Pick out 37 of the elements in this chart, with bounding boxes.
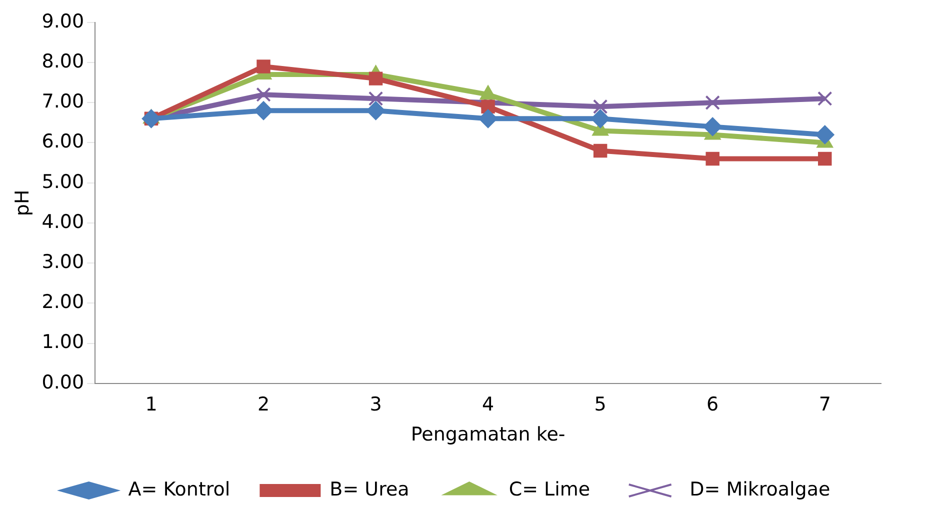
x-tick-label: 3 xyxy=(370,394,382,416)
x-tick-label: 5 xyxy=(594,394,606,416)
point xyxy=(256,60,270,74)
y-tick-label: 0.00 xyxy=(42,371,84,394)
y-tick-label: 3.00 xyxy=(42,251,84,274)
point xyxy=(705,95,720,110)
point xyxy=(592,99,608,114)
point xyxy=(368,91,384,106)
x-tick-label: 2 xyxy=(257,394,270,416)
legend-label: B= Urea xyxy=(330,478,410,500)
x-tick-label: 4 xyxy=(482,394,494,416)
legend-label: C= Lime xyxy=(508,478,590,500)
y-tick-label: 5.00 xyxy=(42,170,84,193)
point xyxy=(256,87,271,102)
point xyxy=(703,117,722,136)
y-tick-label: 1.00 xyxy=(42,331,84,354)
x-tick-label: 6 xyxy=(706,394,719,416)
legend-label: D= Mikroalgae xyxy=(690,478,830,500)
point xyxy=(481,100,495,114)
y-tick-label: 2.00 xyxy=(42,291,84,314)
x-tick-label: 7 xyxy=(818,394,831,416)
point xyxy=(815,125,834,144)
point xyxy=(818,91,832,106)
y-axis-title: pH xyxy=(11,190,34,216)
y-tick-label: 8.00 xyxy=(42,50,84,72)
y-tick-label: 6.00 xyxy=(42,130,84,153)
point xyxy=(366,101,386,120)
x-axis-title: Pengamatan ke- xyxy=(410,424,566,446)
y-tick-label: 7.00 xyxy=(42,90,84,113)
point xyxy=(593,144,608,158)
point xyxy=(818,152,832,166)
y-tick-label: 4.00 xyxy=(42,210,84,233)
point xyxy=(706,152,720,166)
legend-label: A= Kontrol xyxy=(128,478,230,500)
y-tick-label: 9.00 xyxy=(42,10,84,32)
x-tick-label: 1 xyxy=(145,394,158,416)
point xyxy=(368,72,383,86)
